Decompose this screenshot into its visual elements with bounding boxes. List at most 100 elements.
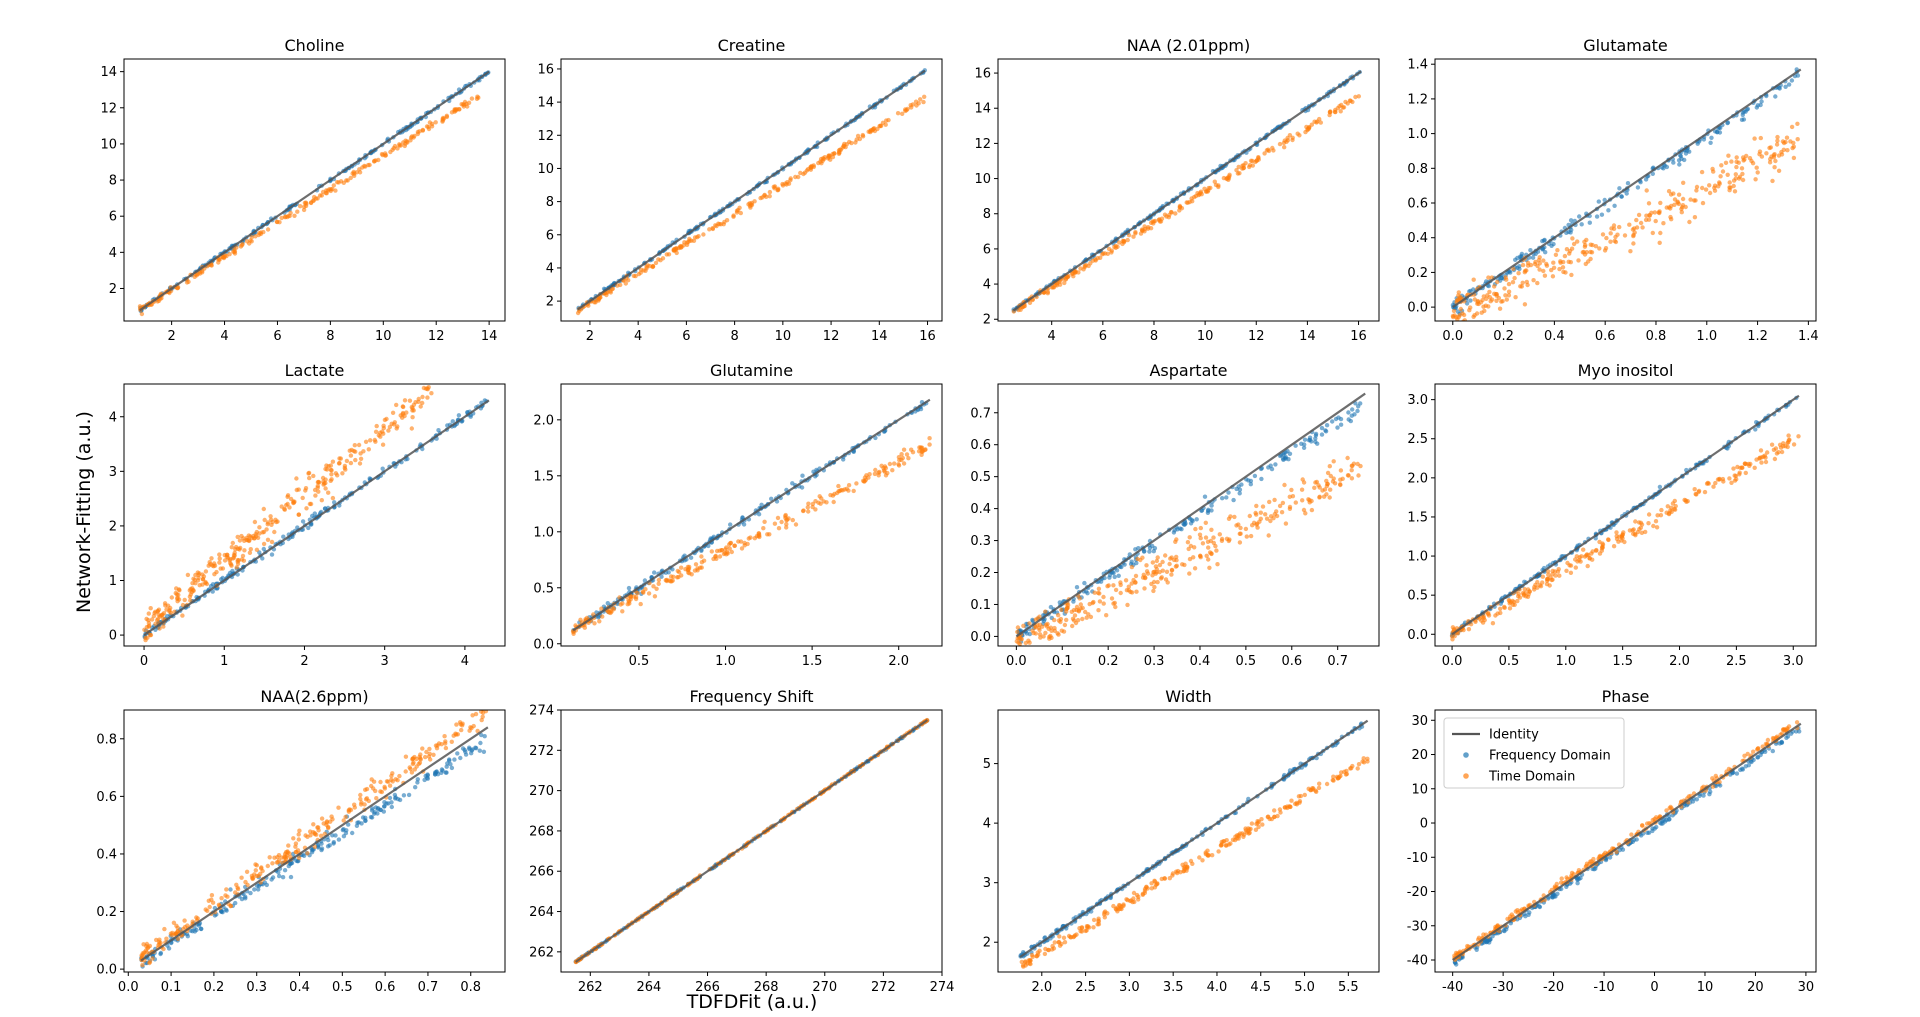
data-point xyxy=(746,202,751,207)
data-point xyxy=(292,213,297,218)
data-point xyxy=(1236,164,1241,170)
data-point xyxy=(1116,573,1121,578)
data-point xyxy=(319,847,324,853)
data-point xyxy=(1740,112,1746,118)
plot-area xyxy=(570,398,932,636)
data-point xyxy=(329,477,334,482)
data-point xyxy=(217,552,222,557)
data-point xyxy=(249,873,255,879)
data-point xyxy=(1668,508,1673,513)
data-point xyxy=(1657,484,1663,490)
data-point xyxy=(260,556,265,561)
data-point xyxy=(329,472,334,477)
y-tick-label: 10 xyxy=(537,162,554,177)
data-point xyxy=(853,140,858,145)
data-point xyxy=(1774,142,1780,147)
data-point xyxy=(1497,306,1503,311)
data-point xyxy=(761,526,766,531)
data-point xyxy=(1236,484,1241,489)
data-point xyxy=(336,837,342,842)
data-point xyxy=(693,562,699,567)
data-point xyxy=(200,576,206,582)
data-point xyxy=(1307,435,1313,440)
data-point xyxy=(1153,564,1159,569)
data-point xyxy=(1757,149,1763,154)
data-point xyxy=(854,481,859,486)
x-tick-label: 1.5 xyxy=(802,654,823,669)
data-point xyxy=(1349,476,1355,481)
data-point xyxy=(380,466,385,471)
data-point xyxy=(721,222,726,227)
identity-line xyxy=(577,69,926,311)
data-point xyxy=(783,512,788,518)
data-point xyxy=(427,120,433,125)
data-point xyxy=(1164,569,1170,574)
data-point xyxy=(1544,581,1550,587)
data-point xyxy=(427,746,432,752)
data-point xyxy=(1758,102,1763,108)
data-point xyxy=(1692,215,1698,220)
data-point xyxy=(227,252,232,257)
data-point xyxy=(1743,461,1749,467)
data-point xyxy=(1037,614,1042,619)
data-point xyxy=(1732,478,1738,483)
axes-frame xyxy=(997,58,1380,322)
data-point xyxy=(1356,94,1362,99)
data-point xyxy=(335,180,340,185)
data-point xyxy=(1330,419,1335,424)
plot-area xyxy=(575,68,927,316)
data-point xyxy=(1152,584,1157,590)
data-point xyxy=(219,896,224,901)
y-tick-label: 0.0 xyxy=(1407,301,1428,316)
x-tick-label: 12 xyxy=(1248,329,1265,344)
data-point xyxy=(1173,211,1178,216)
data-point xyxy=(1041,634,1046,639)
data-point xyxy=(259,865,264,870)
data-point xyxy=(431,752,436,757)
data-point xyxy=(1588,249,1593,255)
x-tick-label: 6 xyxy=(682,329,690,344)
data-point xyxy=(1731,183,1736,189)
data-point xyxy=(1489,297,1495,302)
data-point xyxy=(1634,217,1639,223)
data-point xyxy=(1743,470,1749,476)
data-point xyxy=(153,621,158,626)
data-point xyxy=(1306,126,1312,131)
data-point xyxy=(890,468,895,473)
data-point xyxy=(234,565,239,570)
data-point xyxy=(784,182,789,187)
x-tick-label: 10 xyxy=(1197,329,1214,344)
data-point xyxy=(1471,277,1476,282)
data-point xyxy=(162,926,167,932)
panel-title: Choline xyxy=(285,36,345,55)
data-point xyxy=(1479,310,1484,315)
data-point xyxy=(312,487,318,493)
data-point xyxy=(302,204,307,209)
data-point xyxy=(1506,289,1512,294)
data-point xyxy=(265,863,270,869)
data-point xyxy=(378,807,383,813)
data-point xyxy=(1504,277,1509,282)
data-point xyxy=(415,131,420,137)
data-point xyxy=(1058,619,1063,625)
data-point xyxy=(1492,284,1497,289)
data-point xyxy=(1628,249,1633,254)
data-point xyxy=(1107,575,1112,580)
data-point xyxy=(1702,489,1708,495)
data-point xyxy=(209,263,214,268)
data-point xyxy=(410,415,415,420)
data-point xyxy=(346,822,351,827)
data-point xyxy=(1259,476,1264,482)
data-point xyxy=(448,762,453,767)
data-point xyxy=(1568,218,1574,223)
data-point xyxy=(316,825,321,830)
data-point xyxy=(1522,587,1528,592)
data-point xyxy=(449,765,455,771)
data-point xyxy=(327,843,332,848)
data-point xyxy=(237,538,243,543)
data-point xyxy=(425,775,430,780)
data-point xyxy=(410,408,415,413)
y-tick-label: 3 xyxy=(109,465,117,480)
data-point xyxy=(1027,631,1033,637)
data-point xyxy=(1796,434,1801,439)
